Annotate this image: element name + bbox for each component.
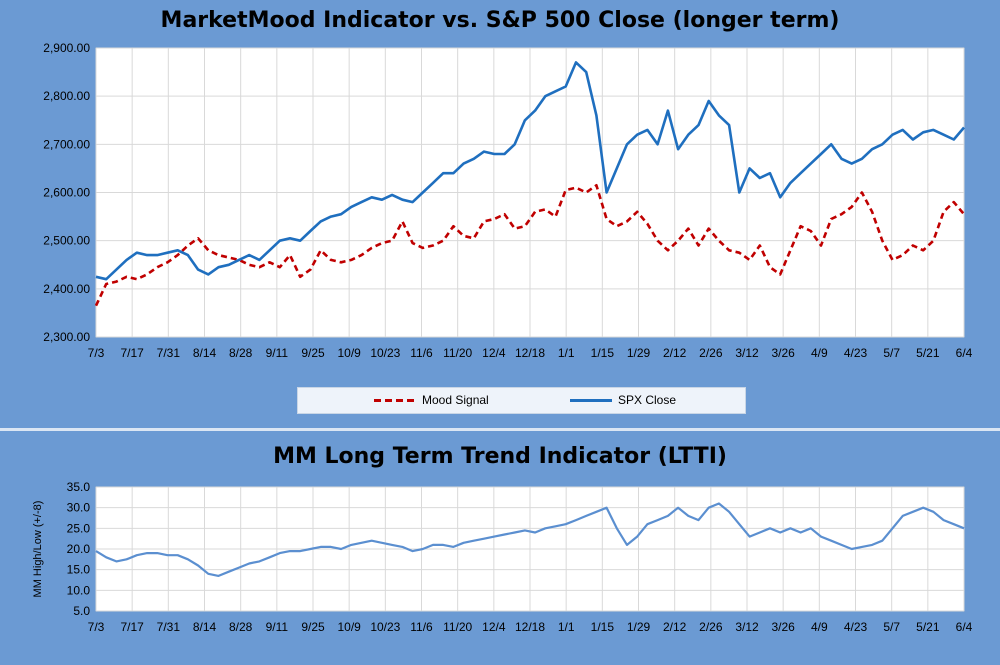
y-tick-label: 2,800.00 [43, 89, 90, 103]
series-line-mood-signal [94, 184, 965, 307]
y-tick-label: 35.0 [67, 480, 91, 494]
x-tick-label: 9/11 [266, 346, 289, 360]
x-tick-label: 1/1 [558, 346, 575, 360]
x-tick-label: 7/31 [157, 620, 181, 634]
x-tick-label: 3/26 [771, 620, 795, 634]
x-tick-label: 5/21 [916, 620, 940, 634]
x-tick-label: 3/26 [771, 346, 795, 360]
x-tick-label: 12/4 [482, 620, 506, 634]
legend-label-mood: Mood Signal [422, 393, 489, 407]
x-tick-label: 2/26 [699, 346, 723, 360]
x-tick-label: 8/28 [229, 620, 253, 634]
x-tick-label: 5/21 [916, 346, 940, 360]
y-tick-label: 20.0 [67, 542, 91, 556]
legend: Mood Signal SPX Close [297, 387, 746, 414]
chart-title-top: MarketMood Indicator vs. S&P 500 Close (… [160, 8, 840, 33]
x-tick-label: 1/15 [591, 346, 615, 360]
x-tick-label: 10/23 [370, 346, 400, 360]
x-tick-label: 2/12 [663, 346, 687, 360]
legend-swatch-mood [374, 398, 416, 402]
chart-title-bottom: MM Long Term Trend Indicator (LTTI) [273, 444, 727, 469]
x-tick-label: 8/14 [193, 620, 217, 634]
x-tick-label: 1/1 [558, 620, 575, 634]
y-tick-label: 30.0 [67, 501, 91, 515]
x-tick-label: 7/3 [88, 620, 105, 634]
x-tick-label: 4/23 [844, 346, 868, 360]
y-tick-label: 5.0 [73, 604, 90, 618]
x-tick-label: 5/7 [883, 346, 900, 360]
x-tick-label: 10/23 [370, 620, 400, 634]
y-tick-label: 2,700.00 [43, 137, 90, 151]
x-tick-label: 8/28 [229, 346, 253, 360]
x-tick-label: 5/7 [883, 620, 900, 634]
x-tick-label: 9/25 [301, 620, 325, 634]
x-tick-label: 10/9 [337, 620, 361, 634]
x-tick-label: 12/4 [482, 346, 506, 360]
y-tick-label: 10.0 [67, 583, 91, 597]
x-tick-label: 11/6 [410, 620, 433, 634]
x-tick-label: 7/3 [88, 346, 105, 360]
x-tick-label: 7/31 [157, 346, 181, 360]
y-tick-label: 25.0 [67, 521, 91, 535]
series-line-ltti [95, 502, 965, 578]
x-tick-label: 3/12 [735, 346, 759, 360]
y-tick-label: 2,300.00 [43, 330, 90, 344]
x-tick-label: 11/6 [410, 346, 433, 360]
legend-swatch-spx [570, 398, 612, 402]
x-tick-label: 11/20 [443, 346, 472, 360]
x-tick-label: 4/9 [811, 620, 828, 634]
x-tick-label: 4/9 [811, 346, 828, 360]
x-tick-label: 1/29 [627, 346, 651, 360]
x-tick-label: 1/15 [591, 620, 615, 634]
x-tick-label: 4/23 [844, 620, 868, 634]
legend-item-mood: Mood Signal [374, 393, 489, 407]
y-tick-label: 2,400.00 [43, 282, 90, 296]
y-tick-label: 15.0 [67, 563, 91, 577]
y-axis-title-bottom: MM High/Low (+/-8) [32, 500, 44, 598]
y-tick-label: 2,500.00 [43, 234, 90, 248]
x-tick-label: 2/26 [699, 620, 723, 634]
x-tick-label: 7/17 [120, 346, 144, 360]
x-tick-label: 12/18 [515, 346, 545, 360]
x-tick-label: 9/11 [266, 620, 289, 634]
legend-label-spx: SPX Close [618, 393, 677, 407]
y-tick-label: 2,900.00 [43, 41, 90, 55]
x-tick-label: 1/29 [627, 620, 651, 634]
legend-item-spx: SPX Close [570, 393, 676, 407]
x-tick-label: 9/25 [301, 346, 325, 360]
series-line-spx-close [95, 61, 965, 281]
x-tick-label: 12/18 [515, 620, 545, 634]
x-tick-label: 10/9 [337, 346, 361, 360]
x-tick-label: 6/4 [956, 620, 973, 634]
y-tick-label: 2,600.00 [43, 186, 90, 200]
x-tick-label: 8/14 [193, 346, 217, 360]
x-tick-label: 3/12 [735, 620, 759, 634]
x-tick-label: 2/12 [663, 620, 687, 634]
x-tick-label: 6/4 [956, 346, 973, 360]
x-tick-label: 7/17 [120, 620, 144, 634]
x-tick-label: 11/20 [443, 620, 472, 634]
